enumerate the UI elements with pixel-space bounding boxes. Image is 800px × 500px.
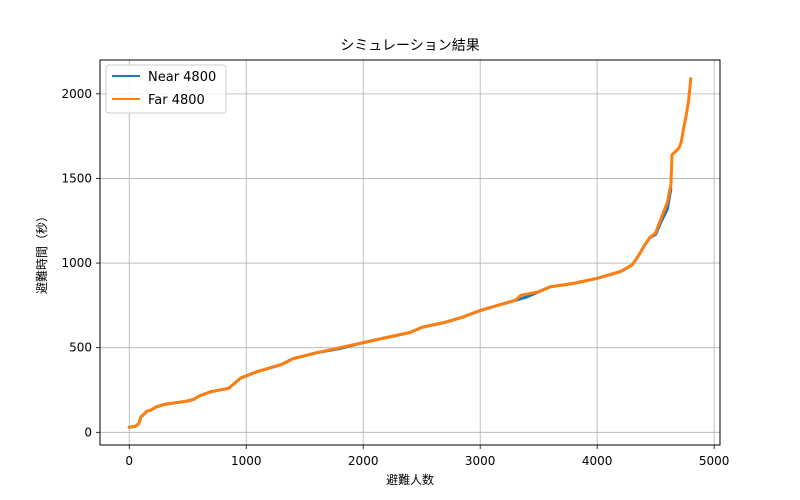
chart-title: シミュレーション結果: [340, 38, 479, 54]
y-tick-label: 1500: [61, 171, 92, 185]
legend: Near 4800 Far 4800: [105, 64, 227, 114]
grid: [100, 60, 720, 445]
legend-label-far-4800: Far 4800: [148, 93, 205, 108]
plot-frame: [99, 59, 721, 446]
y-axis-label: 避難時間（秒）: [34, 210, 49, 294]
legend-label-near-4800: Near 4800: [148, 70, 216, 85]
x-tick-label: 3000: [465, 454, 496, 468]
series-lines: [127, 77, 693, 429]
y-tick-label: 2000: [61, 87, 92, 101]
x-tick-label: 4000: [582, 454, 613, 468]
y-tick-label: 1000: [61, 256, 92, 270]
series-line-far-4800: [127, 77, 693, 429]
x-tick-label: 0: [125, 454, 133, 468]
y-tick-label: 500: [69, 341, 92, 355]
x-axis-label: 避難人数: [386, 472, 434, 487]
x-tick-label: 1000: [231, 454, 262, 468]
y-tick-label: 0: [84, 425, 92, 439]
x-tick-label: 2000: [348, 454, 379, 468]
axis-ticks: 0 1000 2000 3000 4000 5000 0 500 1000 1500 2000: [61, 87, 729, 468]
x-tick-label: 5000: [699, 454, 730, 468]
